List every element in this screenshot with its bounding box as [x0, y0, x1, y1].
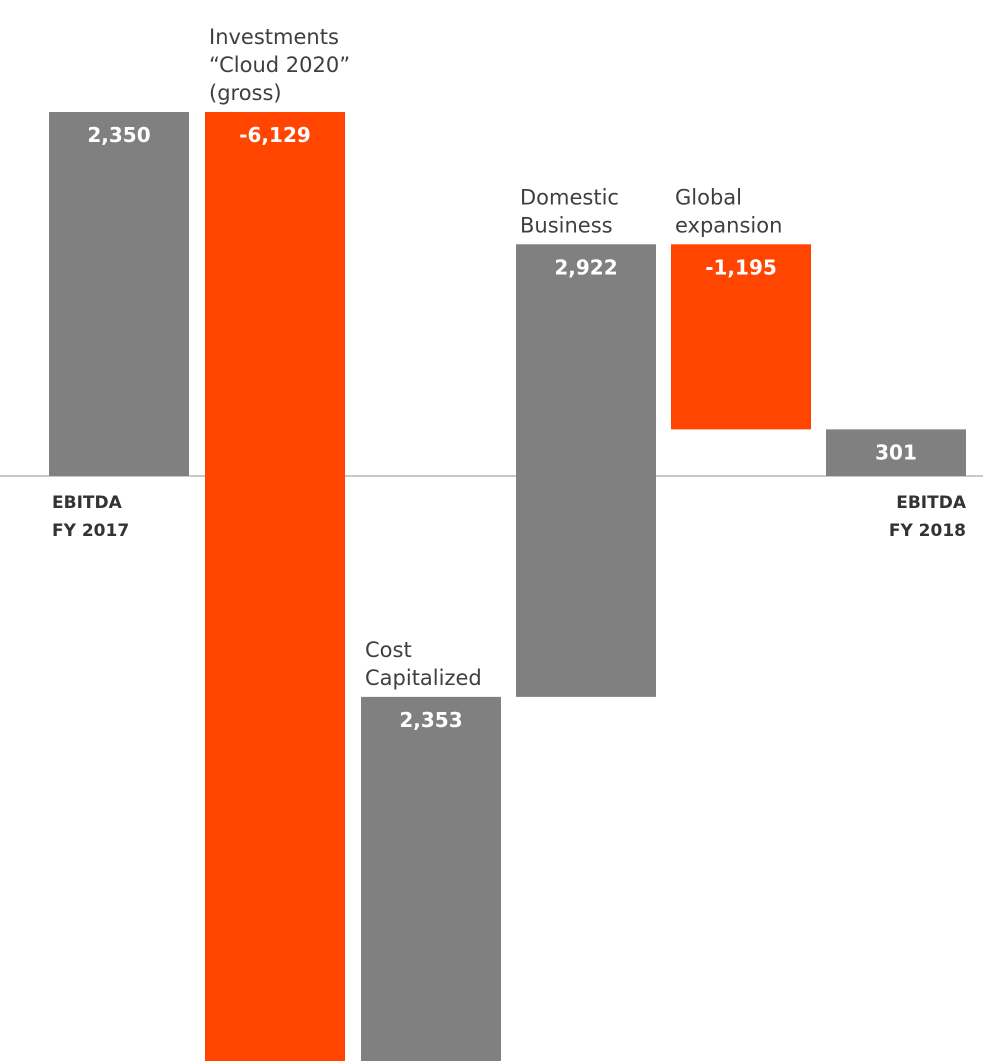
category-label-cost-capitalized: Cost Capitalized — [365, 638, 482, 690]
category-label-investments-cloud-2020: Investments “Cloud 2020” (gross) — [209, 25, 350, 105]
value-label-investments-cloud-2020: -6,129 — [239, 123, 311, 147]
value-label-global-expansion: -1,195 — [705, 255, 777, 279]
bar-domestic-business — [516, 244, 656, 697]
bar-ebitda-2017 — [49, 112, 189, 476]
category-label-global-expansion: Global expansion — [675, 185, 782, 237]
bar-cost-capitalized — [361, 696, 501, 1061]
bar-ebitda-2018 — [826, 429, 966, 476]
category-label-ebitda-2017: EBITDA FY 2017 — [52, 493, 129, 541]
value-label-ebitda-2017: 2,350 — [87, 123, 150, 147]
bar-global-expansion — [671, 244, 811, 430]
category-label-ebitda-2018: EBITDA FY 2018 — [889, 493, 967, 541]
value-label-domestic-business: 2,922 — [554, 255, 617, 279]
category-label-domestic-business: Domestic Business — [520, 185, 619, 237]
value-label-cost-capitalized: 2,353 — [399, 708, 462, 732]
value-label-ebitda-2018: 301 — [875, 440, 917, 464]
bar-investments-cloud-2020 — [205, 112, 345, 1061]
